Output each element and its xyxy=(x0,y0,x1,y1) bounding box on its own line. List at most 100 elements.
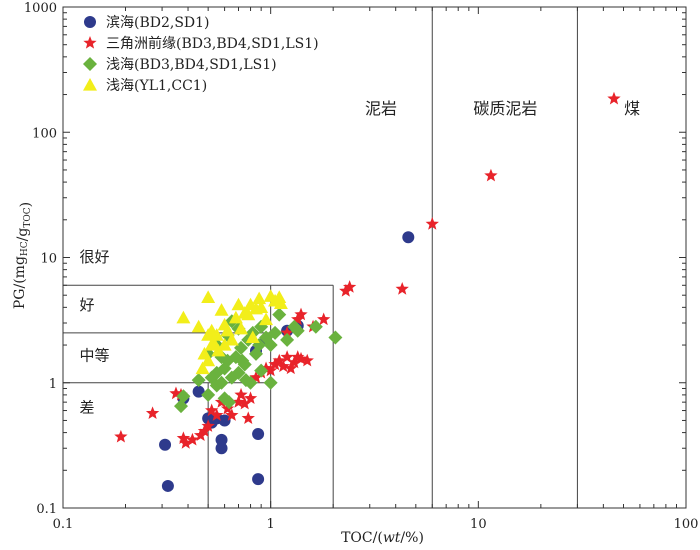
star-point xyxy=(241,411,255,424)
legend-circle-icon xyxy=(84,16,96,28)
x-axis-label: TOC/(wt/%) xyxy=(341,530,424,546)
star-point xyxy=(220,401,235,415)
diamond-point xyxy=(214,375,229,390)
triangle-point xyxy=(214,303,229,316)
triangle-point xyxy=(209,328,224,341)
star-point xyxy=(210,408,224,421)
triangle-point xyxy=(220,323,235,337)
star-point xyxy=(176,431,191,444)
region-label: 很好 xyxy=(79,248,109,266)
circle-point xyxy=(252,473,265,486)
triangle-point xyxy=(254,300,269,313)
star-point xyxy=(249,370,263,384)
legend-star-icon xyxy=(83,36,97,49)
star-point xyxy=(342,280,357,293)
star-point xyxy=(264,363,278,377)
star-point xyxy=(272,353,286,367)
diamond-point xyxy=(235,353,250,368)
star-point xyxy=(395,282,409,295)
circle-point xyxy=(402,231,415,244)
legend-label: 三角洲前缘(BD3,BD4,SD1,LS1) xyxy=(106,35,319,52)
triangle-point xyxy=(201,290,216,304)
diamond-point xyxy=(280,332,295,347)
star-point xyxy=(179,436,193,449)
circle-point xyxy=(252,427,265,440)
diamond-point xyxy=(221,395,236,410)
diamond-point xyxy=(268,325,283,340)
star-point xyxy=(291,350,305,363)
triangle-point xyxy=(228,310,243,324)
y-tick-label: 10 xyxy=(40,252,57,267)
legend: 滨海(BD2,SD1) 三角洲前缘(BD3,BD4,SD1,LS1) 浅海(BD3,… xyxy=(83,15,319,94)
star-point xyxy=(294,351,308,365)
region-label: 中等 xyxy=(79,347,109,365)
triangle-point xyxy=(201,353,216,367)
diamond-point xyxy=(231,365,246,380)
diamond-point xyxy=(173,399,188,414)
star-point xyxy=(243,391,258,405)
x-tick-label: 10 xyxy=(470,517,487,532)
x-tick-label: 0.1 xyxy=(53,517,74,532)
star-point xyxy=(114,429,128,443)
circle-point xyxy=(218,414,231,427)
axes: 0.1 1 10 100 0.1 1 10 100 1000 TOC/(wt/%) PG/(mgHC… xyxy=(12,1,698,546)
triangle-point xyxy=(273,296,288,310)
triangle-point xyxy=(191,319,206,333)
region-label: 差 xyxy=(79,398,94,416)
triangle-point xyxy=(176,310,191,324)
legend-label: 浅海(YL1,CC1) xyxy=(106,78,207,94)
star-point xyxy=(294,307,308,321)
star-point xyxy=(201,419,215,432)
star-point xyxy=(317,312,331,326)
region-label: 碳质泥岩 xyxy=(473,99,537,118)
x-tick-label: 1 xyxy=(267,517,275,532)
triangle-point xyxy=(231,297,246,311)
y-tick-label: 100 xyxy=(32,126,57,141)
diamond-point xyxy=(263,338,278,353)
x-tick-label: 100 xyxy=(674,517,699,532)
region-label: 煤 xyxy=(624,99,640,118)
star-point xyxy=(193,428,208,442)
diamond-point xyxy=(191,373,206,388)
star-point xyxy=(145,406,160,419)
diamond-point xyxy=(263,375,278,390)
legend-label: 滨海(BD2,SD1) xyxy=(106,15,210,31)
star-point xyxy=(185,432,200,446)
y-axis-label: PG/(mgHC/gTOC) xyxy=(12,202,34,309)
diamond-point xyxy=(328,330,343,345)
series-circle xyxy=(159,231,415,492)
region-label: 好 xyxy=(79,296,94,314)
star-point xyxy=(339,284,353,297)
diamond-point xyxy=(272,307,287,322)
triangle-point xyxy=(259,312,274,326)
triangle-point xyxy=(195,361,210,375)
y-tick-label: 0.1 xyxy=(36,502,57,517)
circle-point xyxy=(215,433,228,446)
triangle-point xyxy=(204,338,219,351)
star-point xyxy=(231,395,246,408)
diamond-point xyxy=(254,363,269,378)
series-star xyxy=(114,91,621,449)
triangle-point xyxy=(234,321,249,335)
legend-label: 浅海(BD3,BD4,SD1,LS1) xyxy=(106,57,277,73)
star-point xyxy=(268,357,282,371)
triangle-point xyxy=(252,291,267,305)
star-point xyxy=(276,359,290,373)
star-point xyxy=(425,217,439,230)
diamond-point xyxy=(290,323,305,338)
star-point xyxy=(280,350,294,363)
legend-diamond-icon xyxy=(83,57,97,71)
star-point xyxy=(607,91,621,105)
legend-triangle-icon xyxy=(83,78,97,91)
triangle-point xyxy=(245,330,260,344)
triangle-point xyxy=(224,332,239,346)
circle-point xyxy=(159,438,172,451)
diamond-point xyxy=(201,387,216,402)
star-point xyxy=(300,353,314,367)
star-point xyxy=(238,396,252,410)
region-label: 泥岩 xyxy=(365,99,397,118)
series-triangle xyxy=(176,289,288,375)
